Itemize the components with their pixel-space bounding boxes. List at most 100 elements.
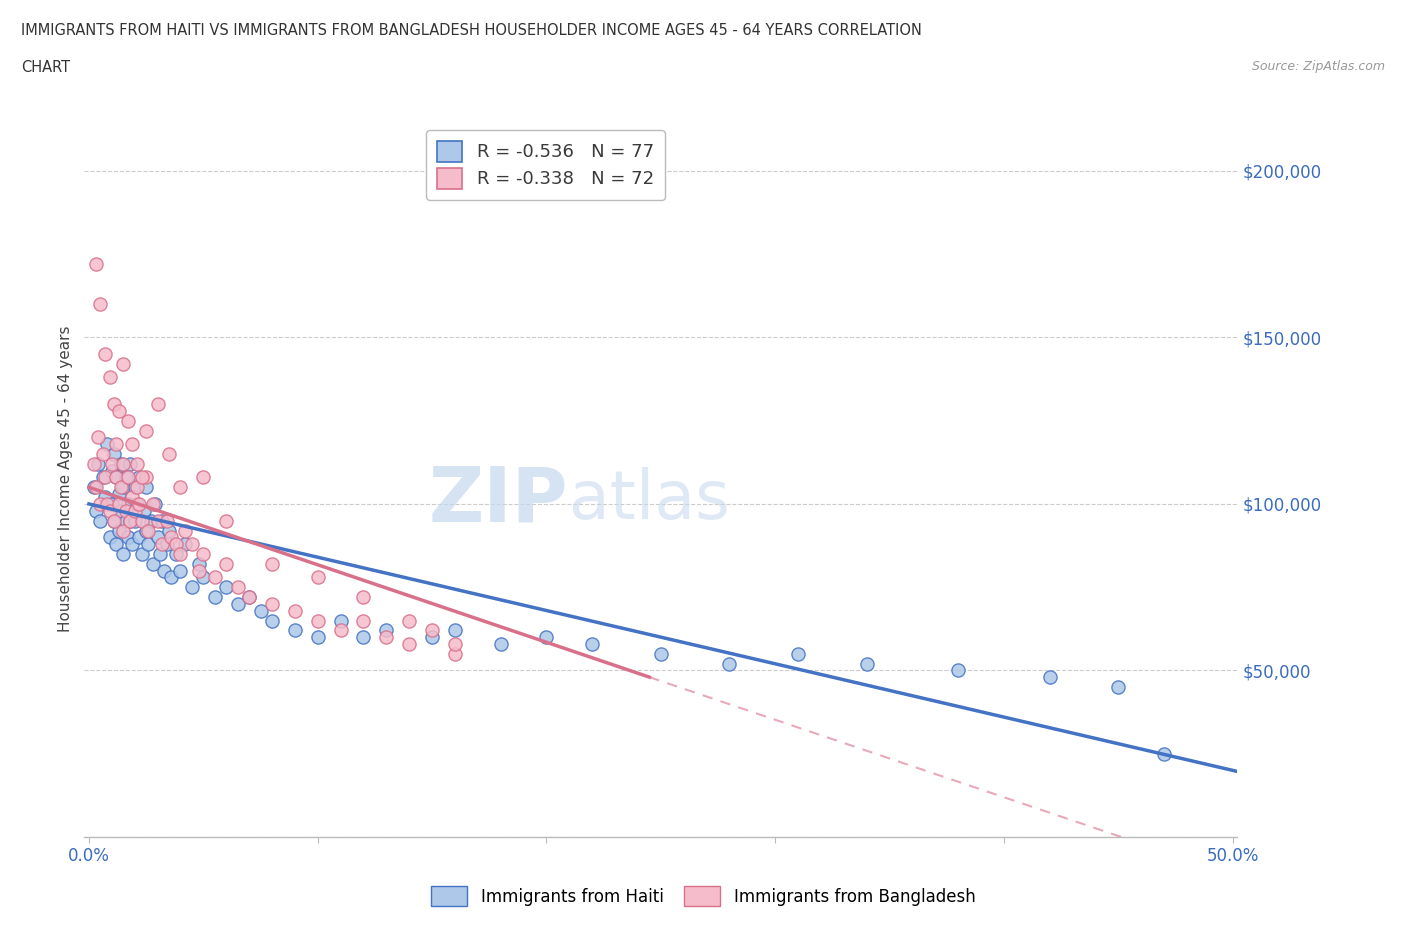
Point [98,370,121,385]
Point [125,457,148,472]
Point [215,556,238,571]
Point [125,497,148,512]
Point [1153,746,1175,761]
Point [174,524,197,538]
Point [138,524,160,538]
Point [98,530,121,545]
Point [101,497,124,512]
Point [174,537,197,551]
Point [112,547,135,562]
Point [124,480,146,495]
Point [150,513,173,528]
Point [131,470,153,485]
Point [139,513,162,528]
Point [193,570,215,585]
Point [226,579,249,594]
Point [94,470,117,485]
Point [307,613,329,628]
Point [420,623,443,638]
Point [329,623,352,638]
Point [121,490,143,505]
Point [117,413,139,428]
Point [105,470,128,485]
Point [98,503,121,518]
Point [165,547,187,562]
Text: atlas: atlas [568,468,730,534]
Point [204,590,226,604]
Point [131,513,153,528]
Point [146,396,169,411]
Point [215,513,238,528]
Legend: R = -0.536   N = 77, R = -0.338   N = 72: R = -0.536 N = 77, R = -0.338 N = 72 [426,130,665,200]
Point [352,590,374,604]
Point [107,524,129,538]
Point [84,257,107,272]
Point [94,347,117,362]
Point [124,503,146,518]
Point [101,463,124,478]
Point [138,537,160,551]
Point [142,497,165,512]
Point [180,537,202,551]
Point [352,630,374,644]
Point [150,537,173,551]
Point [135,423,157,438]
Point [650,646,672,661]
Point [157,524,180,538]
Point [284,603,307,618]
Point [121,436,143,451]
Point [444,623,467,638]
Point [114,470,136,485]
Point [83,457,105,472]
Point [101,457,124,472]
Point [329,613,352,628]
Point [105,470,128,485]
Point [91,470,114,485]
Point [204,570,226,585]
Point [125,480,148,495]
Point [94,490,117,505]
Text: IMMIGRANTS FROM HAITI VS IMMIGRANTS FROM BANGLADESH HOUSEHOLDER INCOME AGES 45 -: IMMIGRANTS FROM HAITI VS IMMIGRANTS FROM… [21,23,922,38]
Point [156,537,179,551]
Point [153,563,176,578]
Point [284,623,307,638]
Point [157,446,180,461]
Point [84,503,107,518]
Point [103,513,125,528]
Point [249,603,271,618]
Point [187,563,209,578]
Point [107,404,129,418]
Point [112,480,135,495]
Point [114,503,136,518]
Point [160,570,183,585]
Point [83,480,105,495]
Point [114,513,136,528]
Point [110,503,132,518]
Point [103,396,125,411]
Point [187,556,209,571]
Point [112,356,135,371]
Legend: Immigrants from Haiti, Immigrants from Bangladesh: Immigrants from Haiti, Immigrants from B… [425,880,981,912]
Point [238,590,260,604]
Point [180,579,202,594]
Point [103,446,125,461]
Point [146,530,169,545]
Point [146,513,169,528]
Point [948,663,970,678]
Point [120,513,142,528]
Point [156,513,179,528]
Point [444,636,467,651]
Point [855,657,877,671]
Point [193,547,215,562]
Point [260,556,283,571]
Point [193,470,215,485]
Point [112,524,135,538]
Point [132,503,155,518]
Point [489,636,512,651]
Point [398,613,420,628]
Point [103,513,125,528]
Point [89,513,111,528]
Point [1107,680,1129,695]
Point [135,524,157,538]
Point [89,497,111,512]
